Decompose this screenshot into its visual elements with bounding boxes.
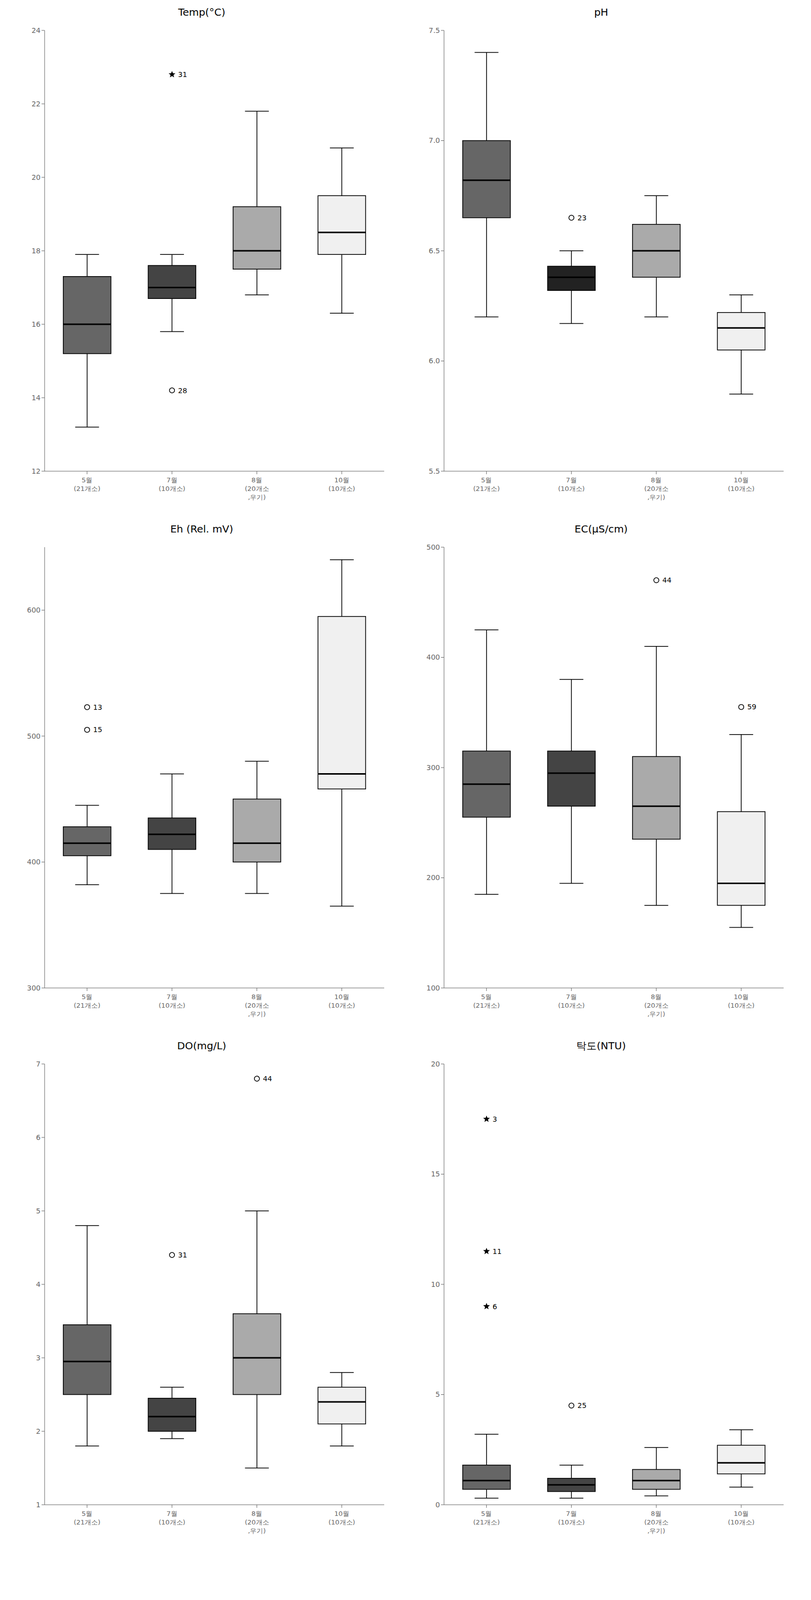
- svg-text:5월(21개소): 5월(21개소): [472, 476, 500, 493]
- svg-text:8월(20개소,우기): 8월(20개소,우기): [244, 993, 270, 1019]
- svg-text:6: 6: [35, 1133, 41, 1142]
- svg-text:5월(21개소): 5월(21개소): [73, 1510, 101, 1527]
- svg-text:7월(10개소): 7월(10개소): [558, 1510, 585, 1527]
- svg-text:300: 300: [426, 763, 440, 772]
- svg-text:14: 14: [31, 393, 41, 402]
- svg-text:0: 0: [435, 1501, 440, 1510]
- svg-text:300: 300: [26, 984, 41, 993]
- svg-text:6.5: 6.5: [428, 246, 440, 255]
- html-text:탁도(NTU): 탁도(NTU): [576, 1040, 626, 1053]
- svg-text:11: 11: [492, 1247, 502, 1257]
- svg-text:16: 16: [31, 320, 41, 329]
- svg-text:8월(20개소,우기): 8월(20개소,우기): [244, 476, 270, 502]
- svg-text:5: 5: [435, 1390, 440, 1399]
- svg-text:10월(10개소): 10월(10개소): [727, 476, 755, 493]
- svg-text:3: 3: [492, 1115, 498, 1124]
- svg-text:7월(10개소): 7월(10개소): [158, 1510, 186, 1527]
- svg-text:4: 4: [35, 1280, 41, 1289]
- svg-text:8월(20개소,우기): 8월(20개소,우기): [644, 993, 669, 1019]
- svg-text:5월(21개소): 5월(21개소): [73, 993, 101, 1010]
- svg-text:15: 15: [93, 725, 103, 734]
- svg-text:31: 31: [177, 70, 188, 79]
- html-text:pH: pH: [594, 6, 609, 19]
- svg-text:500: 500: [426, 543, 440, 552]
- svg-text:8월(20개소,우기): 8월(20개소,우기): [644, 476, 669, 502]
- svg-text:7.0: 7.0: [428, 136, 440, 145]
- html-text:DO(mg/L): DO(mg/L): [177, 1040, 227, 1053]
- svg-text:1: 1: [35, 1501, 41, 1510]
- svg-text:20: 20: [430, 1060, 440, 1069]
- svg-text:10월(10개소): 10월(10개소): [727, 1510, 755, 1527]
- svg-text:7: 7: [35, 1060, 41, 1069]
- svg-text:10월(10개소): 10월(10개소): [328, 993, 356, 1010]
- svg-text:7월(10개소): 7월(10개소): [558, 993, 585, 1010]
- html-text:Eh (Rel. mV): Eh (Rel. mV): [170, 523, 234, 536]
- svg-text:600: 600: [26, 606, 41, 615]
- svg-text:44: 44: [263, 1075, 273, 1084]
- svg-text:7월(10개소): 7월(10개소): [558, 476, 585, 493]
- svg-text:5월(21개소): 5월(21개소): [472, 1510, 500, 1527]
- svg-text:12: 12: [31, 467, 41, 476]
- svg-text:200: 200: [426, 873, 440, 882]
- svg-text:6.0: 6.0: [428, 356, 440, 365]
- svg-text:23: 23: [577, 213, 587, 223]
- svg-text:13: 13: [93, 703, 103, 712]
- svg-text:5월(21개소): 5월(21개소): [472, 993, 500, 1010]
- html-text:EC(μS/cm): EC(μS/cm): [574, 523, 628, 536]
- svg-text:10월(10개소): 10월(10개소): [328, 476, 356, 493]
- svg-text:5: 5: [35, 1207, 41, 1216]
- svg-text:2: 2: [35, 1427, 41, 1436]
- svg-text:44: 44: [662, 576, 672, 585]
- html-text:Temp(°C): Temp(°C): [178, 6, 226, 19]
- svg-text:18: 18: [31, 246, 41, 255]
- svg-text:10: 10: [430, 1280, 440, 1289]
- svg-text:3: 3: [35, 1354, 41, 1363]
- svg-text:5.5: 5.5: [428, 467, 440, 476]
- svg-text:10월(10개소): 10월(10개소): [727, 993, 755, 1010]
- svg-text:500: 500: [26, 732, 41, 741]
- svg-text:400: 400: [426, 653, 440, 662]
- svg-text:8월(20개소,우기): 8월(20개소,우기): [644, 1510, 669, 1536]
- svg-text:100: 100: [426, 984, 440, 993]
- svg-text:20: 20: [31, 173, 41, 182]
- svg-text:5월(21개소): 5월(21개소): [73, 476, 101, 493]
- svg-text:15: 15: [430, 1170, 440, 1179]
- svg-text:10월(10개소): 10월(10개소): [328, 1510, 356, 1527]
- svg-text:7월(10개소): 7월(10개소): [158, 476, 186, 493]
- svg-text:59: 59: [747, 703, 757, 712]
- svg-text:25: 25: [577, 1402, 587, 1411]
- svg-text:400: 400: [26, 858, 41, 867]
- svg-text:28: 28: [177, 386, 188, 395]
- svg-text:22: 22: [31, 99, 41, 108]
- svg-text:6: 6: [492, 1303, 498, 1312]
- svg-text:24: 24: [31, 26, 41, 35]
- svg-text:7월(10개소): 7월(10개소): [158, 993, 186, 1010]
- svg-text:7.5: 7.5: [428, 26, 440, 35]
- svg-text:31: 31: [177, 1251, 188, 1260]
- svg-text:8월(20개소,우기): 8월(20개소,우기): [244, 1510, 270, 1536]
